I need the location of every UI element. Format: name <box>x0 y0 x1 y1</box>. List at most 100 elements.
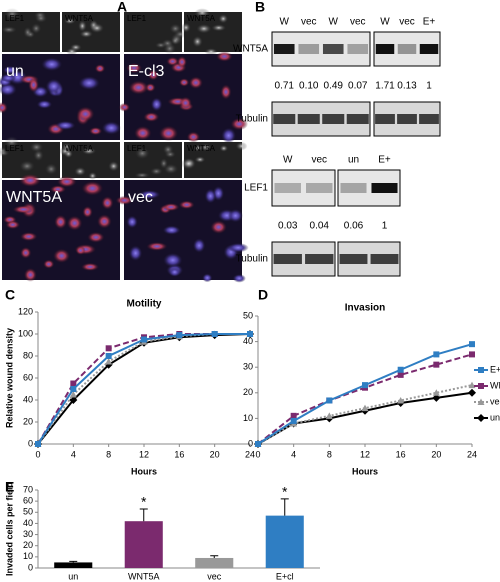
ratio-label: 0.03 <box>278 221 298 232</box>
y-axis-label: Relative wound density <box>4 328 14 428</box>
x-tick-label: 4 <box>291 449 296 459</box>
cell <box>170 36 180 45</box>
cell <box>126 215 138 229</box>
marker <box>247 331 253 337</box>
cell <box>57 175 77 188</box>
cell <box>150 167 163 176</box>
cell <box>181 22 191 33</box>
line <box>257 353 473 445</box>
band <box>298 44 320 54</box>
cell <box>143 112 160 122</box>
cell <box>34 13 48 23</box>
cell <box>55 120 76 131</box>
cell <box>118 102 131 112</box>
cell <box>54 214 67 230</box>
y-tick-label: 60 <box>23 372 33 382</box>
cell <box>202 273 213 283</box>
lane-label: un <box>348 155 359 166</box>
cell <box>20 246 32 259</box>
bar <box>54 562 93 568</box>
cell <box>19 160 35 172</box>
band <box>347 44 369 54</box>
y-tick-label: 40 <box>23 394 33 404</box>
band <box>322 44 344 54</box>
band <box>339 254 368 264</box>
marker <box>469 341 475 348</box>
band <box>371 183 398 193</box>
cell <box>62 143 72 152</box>
y-tick-label: 20 <box>23 416 33 426</box>
y-tick-label: 10 <box>23 551 33 561</box>
cell <box>210 220 227 234</box>
image-label: WNT5A <box>6 189 62 206</box>
y-tick-label: 0 <box>248 438 253 448</box>
cell <box>228 209 243 223</box>
cell <box>69 43 82 52</box>
cell <box>81 262 100 271</box>
cell <box>74 166 86 176</box>
cell <box>49 185 66 194</box>
marker <box>397 371 404 378</box>
cell <box>0 73 17 83</box>
y-tick-label: 70 <box>23 484 33 494</box>
cell <box>43 259 55 269</box>
band <box>375 44 395 54</box>
marker <box>255 441 261 447</box>
marker <box>211 331 218 337</box>
band <box>375 114 395 124</box>
band <box>274 183 301 193</box>
x-tick-label: 20 <box>431 449 441 459</box>
cell <box>126 63 142 74</box>
cell <box>178 200 195 210</box>
image-label: vec <box>128 189 153 206</box>
channel-label: WNT5A <box>187 14 216 23</box>
y-tick-label: 50 <box>243 310 253 320</box>
lane-label: W <box>283 155 293 166</box>
cell <box>3 65 17 75</box>
channel-label: LEF1 <box>5 14 25 23</box>
legend-label: E+cl <box>490 364 500 374</box>
x-tick-label: 8 <box>106 449 111 459</box>
panel-label: B <box>255 0 265 15</box>
x-tick-label: vec <box>207 571 222 581</box>
channel-label: LEF1 <box>127 14 147 23</box>
x-tick-label: 0 <box>35 449 40 459</box>
cell <box>108 160 120 172</box>
cell <box>150 97 163 112</box>
cell <box>204 48 218 56</box>
cell <box>186 131 201 143</box>
marker <box>69 391 77 398</box>
marker <box>397 366 404 373</box>
cell <box>168 267 181 277</box>
bar <box>124 521 163 568</box>
x-tick-label: 24 <box>467 449 477 459</box>
marker <box>105 345 112 352</box>
cell <box>66 215 83 231</box>
x-axis-label: Hours <box>352 466 378 476</box>
cell <box>146 242 168 251</box>
cell <box>194 156 206 163</box>
protein-label: LEF1 <box>244 183 268 194</box>
cell <box>216 51 233 62</box>
marker <box>478 367 484 373</box>
cell <box>147 69 159 81</box>
y-tick-label: 60 <box>23 496 33 506</box>
band <box>370 254 399 264</box>
cell <box>101 196 114 210</box>
cell <box>218 14 229 24</box>
image-label: un <box>6 63 24 80</box>
x-tick-label: 12 <box>360 449 370 459</box>
marker <box>432 389 440 396</box>
cell <box>29 142 44 153</box>
cell <box>81 181 104 196</box>
y-tick-label: 0 <box>28 562 33 572</box>
cell <box>44 163 58 175</box>
x-tick-label: WNT5A <box>128 571 160 581</box>
ratio-label: 0.13 <box>397 81 417 92</box>
cell <box>220 84 232 100</box>
y-tick-label: 50 <box>23 507 33 517</box>
cell <box>200 143 212 152</box>
y-tick-label: 120 <box>18 306 33 316</box>
cell <box>162 203 180 212</box>
